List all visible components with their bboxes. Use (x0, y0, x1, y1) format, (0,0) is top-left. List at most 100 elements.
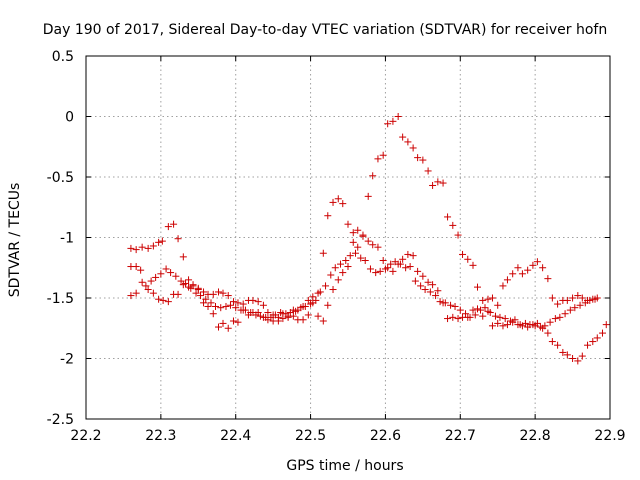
data-point (494, 301, 502, 309)
data-point (322, 282, 330, 290)
data-point (197, 292, 205, 300)
data-point (424, 278, 432, 286)
data-point (155, 295, 163, 303)
data-point (127, 292, 135, 300)
data-point (469, 261, 477, 269)
data-point (586, 296, 594, 304)
data-point (411, 277, 419, 285)
data-point (518, 322, 526, 330)
data-point (127, 244, 135, 252)
data-point (222, 302, 230, 310)
data-point (509, 270, 517, 278)
data-point (339, 200, 347, 208)
data-point (479, 296, 487, 304)
data-point (432, 292, 440, 300)
data-point (364, 237, 372, 245)
data-point (449, 313, 457, 321)
data-point (212, 302, 220, 310)
data-point (563, 296, 571, 304)
data-point (574, 292, 582, 300)
data-point (354, 243, 362, 251)
data-point (327, 271, 335, 279)
data-point (496, 313, 504, 321)
data-point (232, 304, 240, 312)
data-point (518, 270, 526, 278)
data-point (529, 261, 537, 269)
data-point (499, 322, 507, 330)
data-point (149, 242, 157, 250)
data-point (484, 295, 492, 303)
data-point (334, 276, 342, 284)
series-lower-trace (127, 231, 610, 365)
data-point (406, 263, 414, 271)
data-point (297, 304, 305, 312)
data-point (409, 252, 417, 260)
data-point (447, 301, 455, 309)
data-point (337, 260, 345, 268)
data-point (429, 181, 437, 189)
data-point (529, 321, 537, 329)
data-point (384, 120, 392, 128)
data-point (149, 289, 157, 297)
data-point (444, 213, 452, 221)
data-point (279, 315, 287, 323)
data-point (524, 266, 532, 274)
x-tick-label: 22.2 (70, 428, 101, 444)
data-point (419, 272, 427, 280)
data-point (329, 286, 337, 294)
data-point (402, 264, 410, 272)
data-point (304, 311, 312, 319)
data-point (464, 255, 472, 263)
data-point (159, 296, 167, 304)
data-point (479, 312, 487, 320)
data-point (157, 270, 165, 278)
data-point (499, 282, 507, 290)
data-point (419, 156, 427, 164)
data-point (584, 341, 592, 349)
data-point (277, 309, 285, 317)
data-point (324, 301, 332, 309)
data-point (179, 253, 187, 261)
data-point (474, 305, 482, 313)
data-point (256, 312, 264, 320)
data-point (324, 212, 332, 220)
data-point (424, 167, 432, 175)
data-point (451, 302, 459, 310)
data-point (409, 144, 417, 152)
data-point (389, 267, 397, 275)
data-point (239, 300, 247, 308)
x-tick-label: 22.6 (370, 428, 401, 444)
data-point (524, 323, 532, 331)
data-point (170, 220, 178, 228)
data-point (202, 295, 210, 303)
data-point (426, 288, 434, 296)
data-point (376, 267, 384, 275)
data-point (331, 264, 339, 272)
data-point (177, 277, 185, 285)
data-point (563, 351, 571, 359)
data-point (389, 117, 397, 125)
data-point (514, 321, 522, 329)
data-point (464, 313, 472, 321)
data-point (239, 306, 247, 314)
data-point (546, 318, 554, 326)
data-point (494, 319, 502, 327)
data-point (346, 252, 354, 260)
data-point (576, 301, 584, 309)
data-point (359, 231, 367, 239)
data-point (372, 269, 380, 277)
data-point (484, 307, 492, 315)
data-point (132, 263, 140, 271)
data-point (274, 317, 282, 325)
x-tick-label: 22.9 (594, 428, 625, 444)
data-point (429, 281, 437, 289)
data-point (559, 348, 567, 356)
data-point (209, 310, 217, 318)
data-point (316, 288, 324, 296)
chart-title: Day 190 of 2017, Sidereal Day-to-day VTE… (43, 22, 607, 38)
x-tick-label: 22.8 (520, 428, 551, 444)
data-point (404, 250, 412, 258)
data-point (174, 235, 182, 243)
data-point (569, 355, 577, 362)
data-point (185, 276, 193, 284)
